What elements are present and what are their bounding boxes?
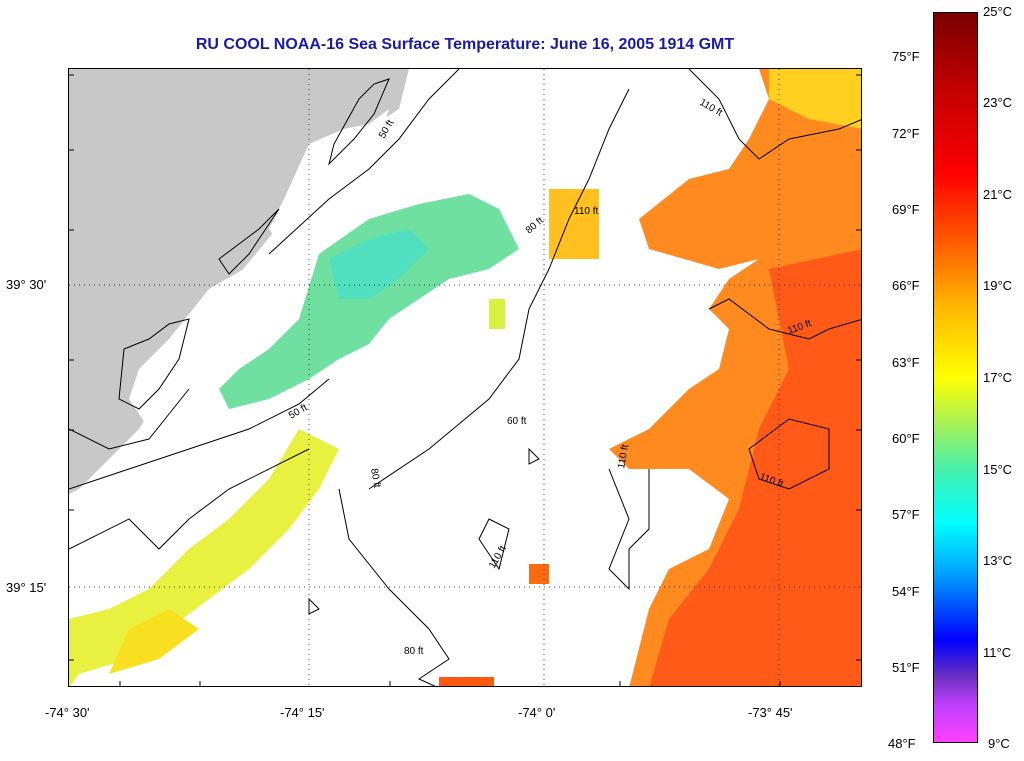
longitude-label-74-0: -74° 0' [518,705,556,720]
contour-label-80ft-1: 80 ft [524,215,546,236]
longitude-label-73-45: -73° 45' [748,705,793,720]
contour-label-80ft-3: 80 ft [404,646,424,657]
colorbar-f-label: 51°F [892,660,920,675]
colorbar-c-label: 15°C [983,462,1013,477]
latitude-label-39-15: 39° 15' [6,580,47,595]
colorbar-c-label: 23°C [983,95,1013,110]
contour-label-110ft-1: 110 ft [574,206,598,217]
colorbar-f-label: 60°F [892,431,920,446]
temperature-colorbar [933,12,978,743]
map-title: RU COOL NOAA-16 Sea Surface Temperature:… [195,36,735,53]
colorbar-f-label: 48°F [888,736,916,751]
colorbar-c-label: 21°C [983,187,1013,202]
colorbar-f-label: 72°F [892,126,920,141]
colorbar-f-label: 66°F [892,278,920,293]
colorbar-c-label: 25°C [983,4,1013,19]
longitude-label-74-30: -74° 30' [45,705,90,720]
graticule [69,69,861,686]
longitude-label-74-15: -74° 15' [280,705,325,720]
colorbar-c-label: 9°C [988,736,1010,751]
sst-map: 50 ft 50 ft 60 ft 80 ft 80 ft 80 ft 110 … [69,69,861,686]
colorbar-f-label: 75°F [892,49,920,64]
colorbar-f-label: 69°F [892,202,920,217]
colorbar-c-label: 11°C [983,645,1012,660]
contour-label-110ft-4: 110 ft [616,443,631,469]
contour-label-80ft-2: 80 ft [368,468,382,489]
colorbar-f-label: 63°F [892,355,920,370]
latitude-label-39-30: 39° 30' [6,277,47,292]
land-mask [69,69,409,494]
colorbar-f-label: 54°F [892,584,920,599]
colorbar-c-label: 13°C [983,553,1013,568]
contour-label-60ft: 60 ft [507,416,527,427]
map-panel[interactable]: 50 ft 50 ft 60 ft 80 ft 80 ft 80 ft 110 … [68,68,862,687]
contour-label-50ft-2: 50 ft [287,402,310,421]
colorbar-f-label: 57°F [892,507,920,522]
depth-contours [69,69,861,686]
colorbar-c-label: 17°C [983,370,1013,385]
colorbar-c-label: 19°C [983,278,1013,293]
contour-label-110ft-6: 110 ft [487,544,509,571]
